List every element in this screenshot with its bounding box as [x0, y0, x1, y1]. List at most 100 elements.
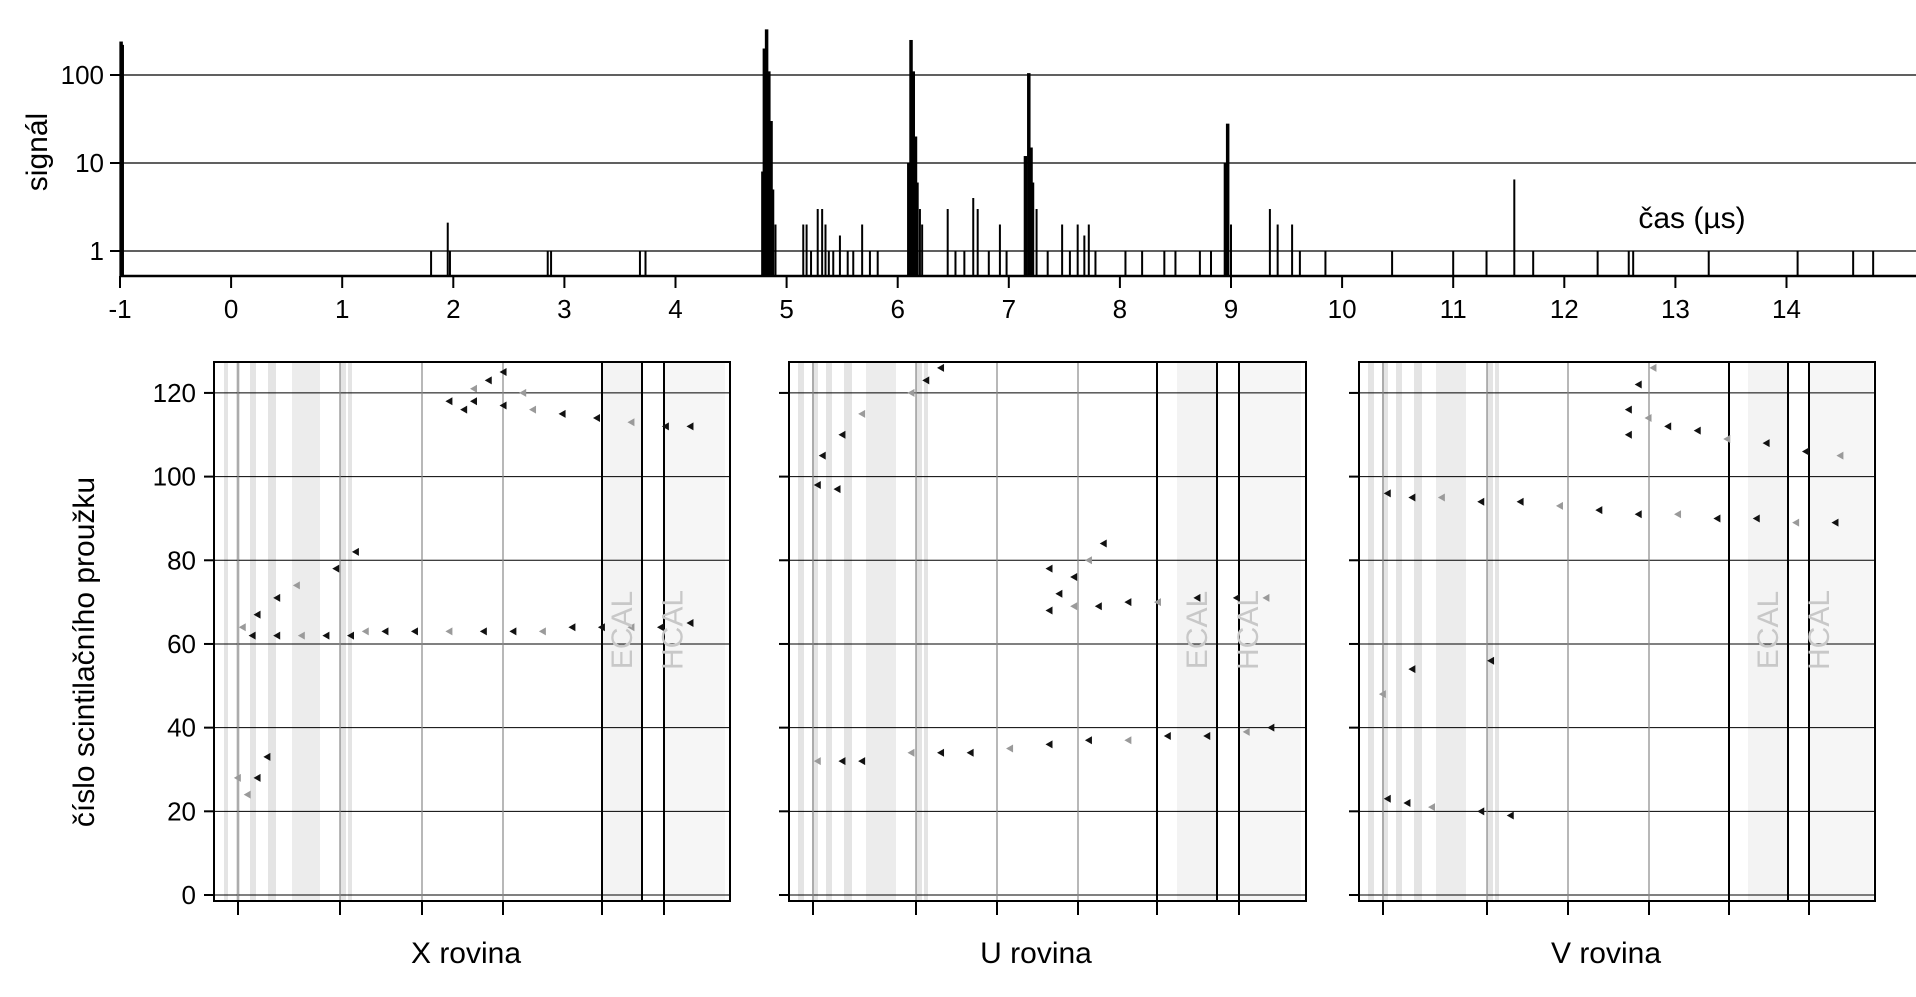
signal-bar	[911, 71, 916, 276]
hcal-label: HCAL	[657, 590, 690, 670]
strip-hit	[292, 581, 300, 590]
strip-hit	[1232, 593, 1240, 602]
strip-hit	[1437, 493, 1445, 502]
time-tick-label: 0	[224, 294, 238, 324]
strip-hit	[661, 422, 669, 431]
signal-bar	[1223, 163, 1228, 276]
detector-band	[250, 362, 256, 901]
strip-hit	[1624, 430, 1632, 439]
detector-band	[916, 362, 922, 901]
signal-bar	[1061, 224, 1064, 276]
strip-axis-label: číslo scintilačního proužku	[68, 477, 101, 827]
strip-hit	[1383, 794, 1391, 803]
detector-band	[1368, 362, 1374, 901]
plane-panel: ECAL HCAL	[779, 361, 1307, 915]
strip-hit	[1124, 736, 1132, 745]
strip-hit	[568, 623, 576, 632]
strip-hit	[1070, 602, 1078, 611]
signal-bar	[767, 71, 771, 276]
hcal-label: HCAL	[1803, 590, 1836, 670]
strip-hit	[813, 480, 821, 489]
signal-bar	[972, 198, 975, 276]
signal-bar	[909, 39, 913, 276]
signal-bar	[1707, 251, 1710, 276]
strip-hit	[529, 405, 537, 414]
strip-y-tick-label: 0	[182, 880, 196, 910]
strip-hit	[1124, 598, 1132, 607]
signal-bar	[1032, 182, 1035, 276]
signal-bar	[1210, 251, 1213, 276]
strip-hit	[1378, 690, 1386, 699]
strip-hit	[1408, 493, 1416, 502]
signal-bar	[954, 251, 957, 276]
signal-bar	[827, 251, 830, 276]
time-tick-label: 3	[557, 294, 571, 324]
strip-hit	[1262, 593, 1270, 602]
strip-hit	[593, 414, 600, 423]
signal-bar	[824, 224, 827, 276]
signal-bar	[550, 251, 553, 276]
signal-bar	[1094, 251, 1097, 276]
time-tick-label: 13	[1661, 294, 1690, 324]
detector-band	[292, 362, 320, 901]
signal-bar	[1452, 251, 1455, 276]
detector-band	[1414, 362, 1422, 901]
strip-hit	[1555, 501, 1563, 510]
signal-bar	[1324, 251, 1327, 276]
time-tick-label: 6	[890, 294, 904, 324]
signal-bar	[1485, 251, 1488, 276]
signal-bar	[430, 251, 433, 276]
signal-bar	[772, 189, 775, 276]
signal-bar	[1068, 251, 1071, 276]
strip-hit	[1094, 602, 1102, 611]
signal-bar	[1087, 224, 1090, 276]
signal-bar	[916, 182, 919, 276]
signal-bar	[448, 251, 451, 276]
ecal-label: ECAL	[606, 591, 639, 669]
strip-hit	[1383, 489, 1391, 498]
strip-hit	[627, 623, 635, 632]
signal-bar	[1225, 123, 1230, 277]
strip-hit	[858, 409, 866, 418]
signal-bar	[1532, 251, 1535, 276]
strip-hit	[1487, 656, 1495, 665]
signal-bar	[918, 209, 921, 276]
detector-band	[224, 362, 228, 901]
signal-bar	[1027, 73, 1031, 276]
detector-band	[812, 362, 818, 901]
strip-hit	[1045, 740, 1053, 749]
strip-hit	[322, 631, 330, 640]
strip-hit	[445, 627, 453, 636]
signal-bar	[861, 224, 864, 276]
strip-hit	[966, 748, 974, 757]
detector-band	[268, 362, 276, 901]
strip-hit	[484, 376, 492, 385]
signal-bar	[1268, 209, 1271, 276]
detector-band	[1382, 362, 1388, 901]
strip-hit	[470, 384, 477, 393]
signal-bar	[816, 209, 819, 276]
detector-band	[1487, 362, 1493, 901]
strip-panels: číslo scintilačního proužku X rovina U r…	[68, 361, 1876, 970]
strip-hit	[813, 757, 821, 766]
signal-bar	[1035, 209, 1038, 276]
strip-hit	[1403, 798, 1411, 807]
time-tick-label: 14	[1772, 294, 1801, 324]
signal-bar	[987, 251, 990, 276]
time-tick-label: 9	[1224, 294, 1238, 324]
strip-hit	[381, 627, 389, 636]
signal-bar	[762, 48, 767, 276]
strip-hit	[1045, 606, 1053, 615]
strip-hit	[1664, 422, 1672, 431]
strip-hit	[838, 430, 846, 439]
strip-hit	[1153, 598, 1161, 607]
signal-bar	[832, 251, 835, 276]
signal-bar	[913, 136, 918, 276]
strip-hit	[1831, 518, 1839, 527]
strip-hit	[1674, 510, 1682, 519]
signal-bar	[1163, 251, 1166, 276]
time-tick-label: 10	[1328, 294, 1357, 324]
strip-hit	[1242, 727, 1250, 736]
signal-bar	[976, 209, 979, 276]
